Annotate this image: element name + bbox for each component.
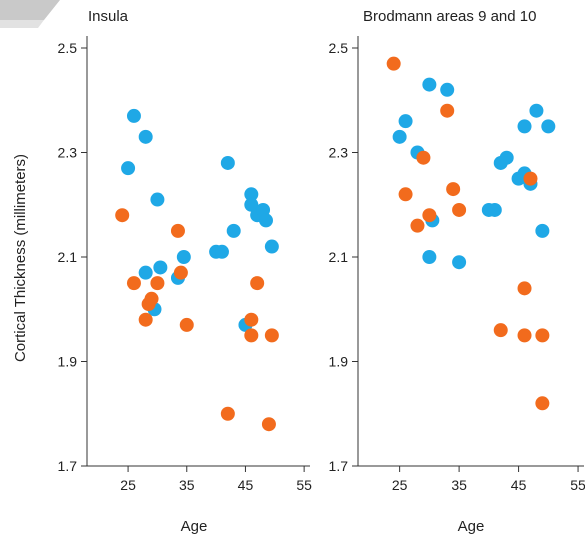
insula-data-point (138, 129, 153, 144)
brodmann-data-point (422, 208, 437, 223)
brodmann-y-tick-label: 1.9 (329, 354, 349, 370)
brodmann-x-ticks: 25 35 45 55 (392, 466, 585, 493)
brodmann-data-point (452, 202, 467, 217)
insula-x-ticks: 25 35 45 55 (120, 466, 312, 493)
insula-data-point (138, 312, 153, 327)
brodmann-x-tick-label: 45 (511, 477, 527, 493)
brodmann-data-point (487, 202, 502, 217)
brodmann-data-point (493, 323, 508, 338)
insula-title: Insula (88, 8, 129, 25)
brodmann-points (386, 56, 556, 411)
brodmann-data-point (386, 56, 401, 71)
insula-y-tick-label: 2.1 (58, 249, 78, 265)
insula-data-point (150, 192, 165, 207)
insula-data-point (220, 406, 235, 421)
brodmann-data-point (440, 82, 455, 97)
insula-data-point (115, 208, 130, 223)
insula-data-point (220, 155, 235, 170)
insula-data-point (261, 417, 276, 432)
insula-data-point (126, 108, 141, 123)
insula-data-point (244, 312, 259, 327)
insula-data-point (179, 317, 194, 332)
insula-data-point (264, 239, 279, 254)
insula-x-tick-label: 45 (238, 477, 254, 493)
brodmann-data-point (535, 328, 550, 343)
brodmann-data-point (517, 119, 532, 134)
brodmann-panel: Brodmann areas 9 and 10 1.71.92.12.32.5 … (329, 8, 585, 535)
y-axis-label: Cortical Thickness (millimeters) (12, 154, 29, 362)
insula-data-point (244, 187, 259, 202)
brodmann-data-point (517, 328, 532, 343)
brodmann-data-point (422, 250, 437, 264)
brodmann-y-tick-label: 1.7 (329, 458, 349, 474)
insula-data-point (264, 328, 279, 343)
brodmann-data-point (440, 103, 455, 118)
insula-x-tick-label: 55 (296, 477, 312, 493)
brodmann-x-tick-label: 55 (570, 477, 585, 493)
insula-data-point (214, 244, 229, 259)
brodmann-x-tick-label: 25 (392, 477, 408, 493)
insula-data-point (126, 276, 141, 291)
brodmann-data-point (410, 218, 425, 233)
insula-x-axis-label: Age (181, 518, 208, 535)
brodmann-data-point (398, 187, 413, 202)
brodmann-data-point (398, 114, 413, 129)
brodmann-data-point (535, 223, 550, 238)
brodmann-data-point (416, 150, 431, 165)
insula-data-point (121, 161, 136, 176)
insula-y-tick-label: 1.7 (58, 458, 78, 474)
brodmann-data-point (541, 119, 556, 134)
brodmann-x-tick-label: 35 (451, 477, 467, 493)
brodmann-y-tick-label: 2.1 (329, 249, 349, 265)
brodmann-data-point (499, 150, 514, 165)
insula-y-tick-label: 2.3 (58, 145, 78, 161)
brodmann-data-point (452, 255, 467, 270)
insula-data-point (138, 265, 153, 280)
brodmann-x-axis-label: Age (458, 518, 485, 535)
insula-data-point (153, 260, 168, 275)
brodmann-data-point (535, 396, 550, 411)
insula-y-ticks: 1.7 1.9 2.1 2.3 2.5 (58, 40, 87, 474)
brodmann-data-point (446, 182, 461, 197)
insula-x-tick-label: 35 (179, 477, 195, 493)
insula-data-point (176, 250, 191, 264)
brodmann-y-ticks: 1.7 1.9 2.1 2.3 2.5 (329, 40, 358, 474)
insula-data-point (226, 223, 241, 238)
insula-y-tick-label: 2.5 (58, 40, 78, 56)
insula-panel: Insula 1.7 1.9 2.1 2.3 2.5 25 35 45 55 Age (58, 8, 313, 535)
insula-data-point (258, 213, 273, 228)
insula-data-point (150, 276, 165, 291)
insula-data-point (173, 265, 188, 280)
brodmann-data-point (517, 281, 532, 296)
brodmann-title: Brodmann areas 9 and 10 (363, 8, 536, 25)
brodmann-y-tick-label: 2.5 (329, 40, 349, 56)
insula-data-point (244, 328, 259, 343)
brodmann-data-point (392, 129, 407, 144)
insula-points (115, 108, 279, 432)
brodmann-y-tick-label: 2.3 (329, 145, 349, 161)
corner-decoration (0, 0, 60, 28)
brodmann-data-point (422, 77, 437, 92)
insula-x-tick-label: 25 (120, 477, 136, 493)
brodmann-data-point (523, 171, 538, 186)
insula-y-tick-label: 1.9 (58, 354, 78, 370)
insula-data-point (244, 197, 259, 212)
insula-data-point (170, 223, 185, 238)
brodmann-data-point (529, 103, 544, 118)
insula-data-point (250, 276, 265, 291)
insula-data-point (144, 291, 159, 306)
